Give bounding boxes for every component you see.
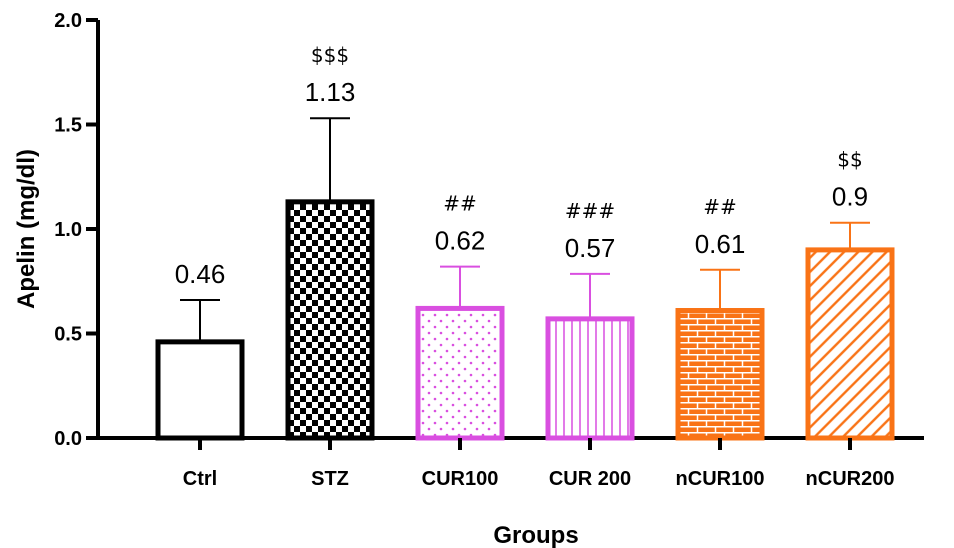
y-ticks: 0.0 0.5 1.0 1.5 2.0 — [54, 10, 98, 450]
x-tick-label: CUR100 — [422, 468, 499, 490]
bars: 0.46 1.13 $$$ 0.62 ## 0.57 ### 0.61 ## 0.9 $$ — [155, 43, 895, 441]
significance-label: $$ — [837, 148, 862, 172]
x-tick-label: nCUR200 — [806, 468, 895, 490]
x-tick-label: CUR 200 — [549, 468, 631, 490]
value-label: 0.57 — [565, 233, 616, 263]
significance-label: ### — [565, 199, 615, 223]
x-tick-label: nCUR100 — [676, 468, 765, 490]
value-label: 0.46 — [175, 259, 226, 289]
y-tick-label: 1.0 — [54, 219, 82, 241]
y-tick-label: 0.5 — [54, 324, 82, 346]
significance-label: ## — [703, 195, 737, 219]
bar — [415, 305, 505, 441]
x-ticks: Ctrl STZ CUR100 CUR 200 nCUR100 nCUR200 — [183, 438, 895, 490]
value-label: 0.62 — [435, 226, 486, 256]
x-axis-label: Groups — [493, 522, 578, 548]
bar — [675, 308, 765, 441]
y-axis-label: Apelin (mg/dl) — [13, 149, 40, 309]
bar — [155, 339, 245, 441]
significance-label: ## — [443, 192, 477, 216]
value-label: 0.61 — [695, 229, 746, 259]
x-tick-label: STZ — [311, 468, 349, 490]
bar — [285, 199, 375, 441]
bar — [805, 247, 895, 441]
y-tick-label: 2.0 — [54, 10, 82, 32]
significance-label: $$$ — [311, 43, 349, 67]
value-label: 0.9 — [832, 182, 868, 212]
value-label: 1.13 — [305, 77, 356, 107]
x-tick-label: Ctrl — [183, 468, 217, 490]
y-tick-label: 0.0 — [54, 428, 82, 450]
y-tick-label: 1.5 — [54, 115, 82, 137]
bar — [545, 316, 635, 441]
